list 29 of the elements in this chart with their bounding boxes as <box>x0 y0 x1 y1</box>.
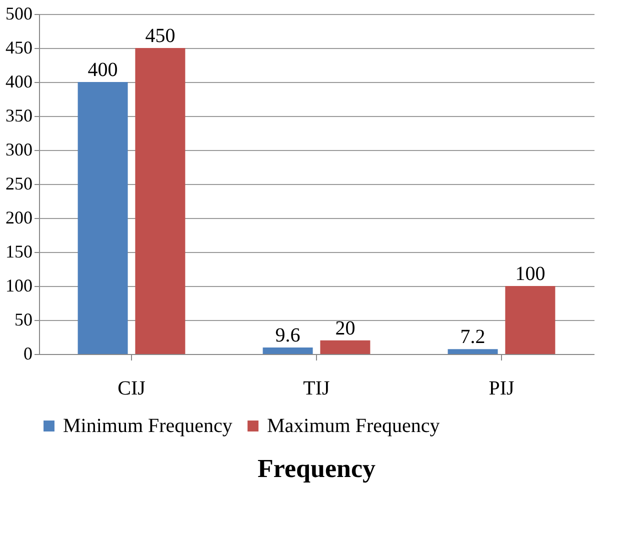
x-tick-label: PIJ <box>488 378 514 400</box>
bar <box>78 82 128 354</box>
y-tick-label: 350 <box>6 106 32 126</box>
y-tick-label: 0 <box>24 344 32 364</box>
data-label: 100 <box>515 263 546 285</box>
x-tick-label: TIJ <box>303 378 330 400</box>
bar <box>262 347 313 354</box>
y-tick-label: 300 <box>6 140 32 160</box>
y-tick-label: 250 <box>6 174 32 194</box>
data-label: 400 <box>88 59 118 81</box>
bar <box>135 48 186 354</box>
legend-label: Minimum Frequency <box>63 415 232 437</box>
y-tick-label: 50 <box>14 310 32 330</box>
y-tick-label: 200 <box>6 208 32 228</box>
data-label: 450 <box>145 25 176 47</box>
bar <box>448 349 498 354</box>
y-tick-label: 400 <box>6 72 32 92</box>
data-label: 7.2 <box>460 326 486 348</box>
data-label: 20 <box>335 317 356 340</box>
y-tick-label: 500 <box>6 4 32 24</box>
text: Frequency <box>258 454 376 483</box>
y-tick-label: 450 <box>6 38 32 58</box>
legend-label: Maximum Frequency <box>267 415 440 437</box>
bar <box>505 286 556 354</box>
data-label: 9.6 <box>275 324 300 346</box>
y-tick-label: 150 <box>6 242 32 262</box>
y-tick-label: 100 <box>6 276 32 296</box>
bar <box>320 340 370 354</box>
x-tick-label: CIJ <box>118 378 146 400</box>
